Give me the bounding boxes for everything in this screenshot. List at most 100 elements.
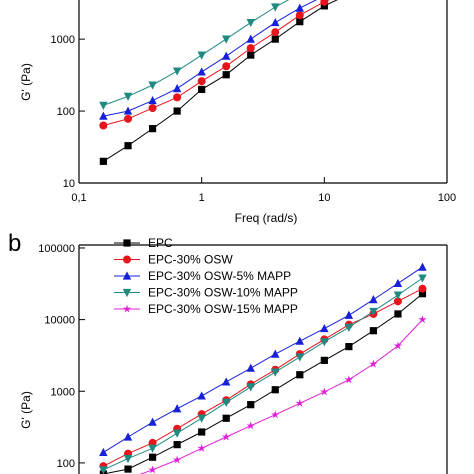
- data-point-epc-30-osw-15-mapp: [148, 465, 157, 474]
- panel-b-y-tick-label: 100000: [38, 243, 75, 255]
- data-point-epc-30-osw-10-mapp: [271, 368, 280, 377]
- series-line-epc-30-osw: [103, 288, 423, 467]
- panel-a-x-axis-title: Freq (rad/s): [235, 211, 298, 225]
- panel-b-y-tick-label: 1000: [51, 386, 75, 398]
- series-line-epc: [103, 293, 423, 474]
- series-epc-30-osw-15-mapp: [139, 315, 427, 474]
- panel-a-x-tick-label: 1: [199, 192, 205, 204]
- data-point-epc-30-osw-10-mapp: [320, 338, 329, 347]
- data-point-epc-30-osw-10-mapp: [246, 383, 255, 392]
- data-point-epc-30-osw-15-mapp: [271, 410, 280, 419]
- data-point-epc: [418, 290, 427, 298]
- legend-label-epc-30-osw-5-mapp: EPC-30% OSW-5% MAPP: [148, 269, 291, 283]
- data-point-epc-30-osw-15-mapp: [418, 315, 427, 324]
- legend-label-epc-30-osw: EPC-30% OSW: [148, 253, 233, 267]
- data-point-epc-30-osw-10-mapp: [222, 35, 231, 44]
- data-point-epc: [222, 71, 230, 79]
- series-line-epc: [103, 0, 338, 162]
- data-point-epc-30-osw-5-mapp: [148, 417, 157, 426]
- panel-a-x-tick-label: 0,1: [71, 192, 86, 204]
- data-point-epc: [369, 327, 378, 335]
- series-epc-30-osw: [99, 0, 330, 130]
- data-point-epc-30-osw-10-mapp: [99, 101, 108, 110]
- data-point-epc-30-osw-5-mapp: [148, 95, 157, 105]
- panel-a-y-axis-title: G' (Pa): [19, 63, 33, 101]
- data-point-epc-30-osw-5-mapp: [320, 323, 329, 333]
- data-point-epc-30-osw-10-mapp: [123, 454, 133, 464]
- data-point-epc-30-osw-5-mapp: [271, 349, 280, 358]
- data-point-epc-30-osw-5-mapp: [271, 17, 280, 27]
- data-point-epc-30-osw: [148, 104, 157, 113]
- data-point-epc-30-osw-10-mapp: [344, 323, 354, 332]
- data-point-epc: [247, 51, 255, 59]
- data-point-epc: [124, 142, 132, 150]
- panel-b-y-tick-label: 10000: [44, 315, 75, 327]
- legend-label-epc: EPC: [148, 236, 173, 250]
- data-point-epc-30-osw-10-mapp: [295, 353, 305, 362]
- panel-a-x-tick-label: 10: [318, 192, 330, 204]
- data-point-epc-30-osw: [295, 11, 304, 20]
- series-line-epc-30-osw-5-mapp: [103, 266, 423, 453]
- data-point-epc-30-osw-5-mapp: [99, 447, 108, 457]
- data-point-epc: [271, 386, 279, 394]
- panel-b-y-tick-label: 100: [57, 458, 75, 470]
- data-point-epc-30-osw-5-mapp: [393, 278, 403, 288]
- data-point-epc-30-osw-5-mapp: [222, 51, 231, 60]
- data-point-epc-30-osw-10-mapp: [123, 92, 133, 101]
- data-point-epc: [320, 356, 328, 364]
- data-point-epc-30-osw: [246, 44, 255, 53]
- data-point-epc-30-osw-15-mapp: [295, 398, 304, 407]
- data-point-epc: [345, 343, 353, 351]
- data-point-epc-30-osw-10-mapp: [148, 81, 157, 90]
- series-epc-30-osw-5-mapp: [99, 262, 427, 457]
- data-point-epc-30-osw-10-mapp: [393, 291, 403, 300]
- data-point-epc-30-osw-5-mapp: [246, 34, 255, 43]
- series-epc-30-osw-10-mapp: [99, 0, 290, 110]
- data-point-epc-30-osw-10-mapp: [172, 429, 182, 438]
- panel-a-y-tick-label: 10: [63, 178, 75, 190]
- data-point-epc-30-osw-5-mapp: [369, 295, 378, 304]
- data-point-epc-30-osw-15-mapp: [369, 359, 378, 368]
- data-point-epc: [271, 35, 279, 43]
- series-line-epc-30-osw-15-mapp: [139, 319, 423, 474]
- data-point-epc: [320, 2, 328, 10]
- data-point-epc-30-osw-5-mapp: [246, 363, 255, 372]
- data-point-epc: [99, 157, 107, 165]
- data-point-epc-30-osw: [222, 62, 231, 71]
- data-point-epc: [198, 85, 206, 94]
- data-point-epc-30-osw-5-mapp: [123, 106, 133, 115]
- data-point-epc-30-osw-10-mapp: [369, 307, 378, 317]
- data-point-epc-30-osw-15-mapp: [393, 341, 403, 350]
- legend-label-epc-30-osw-10-mapp: EPC-30% OSW-10% MAPP: [148, 286, 298, 300]
- legend-marker-epc-30-osw: [123, 255, 131, 264]
- data-point-epc-30-osw-5-mapp: [344, 310, 354, 319]
- data-point-epc-30-osw-15-mapp: [222, 432, 231, 441]
- data-point-epc-30-osw-5-mapp: [197, 67, 206, 76]
- data-point-epc-30-osw: [173, 93, 182, 102]
- data-point-epc-30-osw-5-mapp: [418, 262, 427, 271]
- data-point-epc: [296, 371, 304, 379]
- data-point-epc: [124, 465, 132, 473]
- data-point-epc: [394, 310, 402, 318]
- data-point-epc-30-osw: [418, 284, 427, 293]
- data-point-epc-30-osw-15-mapp: [172, 455, 182, 464]
- data-point-epc-30-osw: [99, 121, 108, 130]
- legend-marker-epc: [123, 239, 131, 247]
- data-point-epc-30-osw-10-mapp: [418, 274, 427, 283]
- data-point-epc-30-osw-10-mapp: [197, 414, 206, 423]
- chart-panel-a: 0,1 1 10 100 10 100 1000 Freq (rad/s) G' (Pa): [19, 0, 456, 225]
- data-point-epc-30-osw: [320, 0, 329, 6]
- data-point-epc-30-osw-5-mapp: [123, 432, 133, 441]
- legend-label-epc-30-osw-15-mapp: EPC-30% OSW-15% MAPP: [148, 302, 298, 316]
- panel-a-y-tick-label: 100: [57, 106, 75, 118]
- data-point-epc-30-osw-10-mapp: [246, 18, 255, 28]
- data-point-epc: [148, 125, 157, 133]
- legend-marker-epc-30-osw-10-mapp: [122, 288, 132, 298]
- panel-a-x-tick-label: 100: [438, 192, 456, 204]
- data-point-epc-30-osw-15-mapp: [344, 375, 354, 384]
- data-point-epc-30-osw: [393, 297, 402, 306]
- data-point-epc: [148, 453, 157, 461]
- legend-marker-epc-30-osw-5-mapp: [122, 271, 132, 280]
- panel-b-label: b: [8, 230, 21, 257]
